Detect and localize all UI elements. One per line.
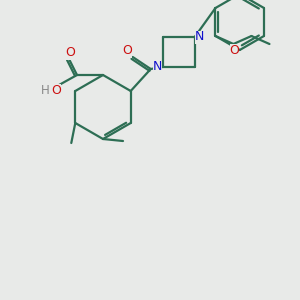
Text: N: N <box>195 31 204 44</box>
Text: O: O <box>65 46 75 59</box>
Text: O: O <box>230 44 239 56</box>
Text: N: N <box>153 61 162 74</box>
Text: O: O <box>122 44 132 58</box>
Text: O: O <box>51 83 61 97</box>
Text: H: H <box>40 83 50 97</box>
